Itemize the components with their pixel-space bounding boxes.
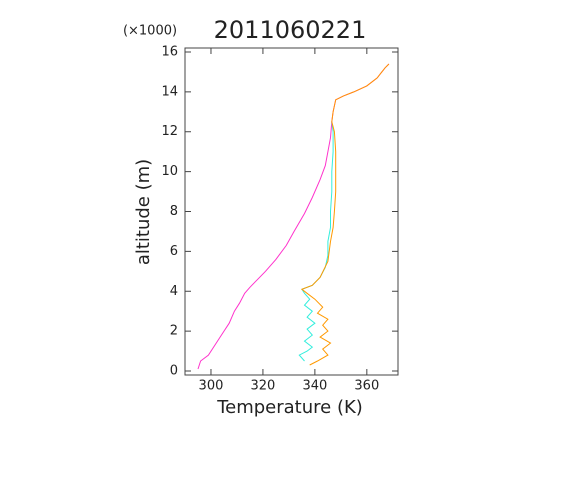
y-tick-label: 16 (161, 44, 178, 59)
y-tick-label: 2 (170, 324, 178, 339)
series-line (197, 63, 390, 370)
y-multiplier: (×1000) (123, 24, 177, 39)
y-tick-label: 10 (161, 164, 178, 179)
plot-frame (184, 47, 399, 376)
y-tick-label: 4 (170, 284, 178, 299)
x-tick-label: 340 (302, 379, 327, 394)
y-tick-label: 0 (170, 364, 178, 379)
y-tick-label: 12 (161, 124, 178, 139)
x-tick-label: 300 (199, 379, 224, 394)
x-tick-label: 320 (251, 379, 276, 394)
chart-title: 2011060221 (214, 16, 367, 44)
series-line (300, 63, 390, 366)
series-line (298, 121, 334, 362)
x-tick-label: 360 (354, 379, 379, 394)
y-tick-label: 8 (170, 204, 178, 219)
y-tick-label: 14 (161, 84, 178, 99)
y-tick-label: 6 (170, 244, 178, 259)
y-axis-label: altitude (m) (133, 159, 154, 265)
x-axis-label: Temperature (K) (216, 397, 363, 418)
